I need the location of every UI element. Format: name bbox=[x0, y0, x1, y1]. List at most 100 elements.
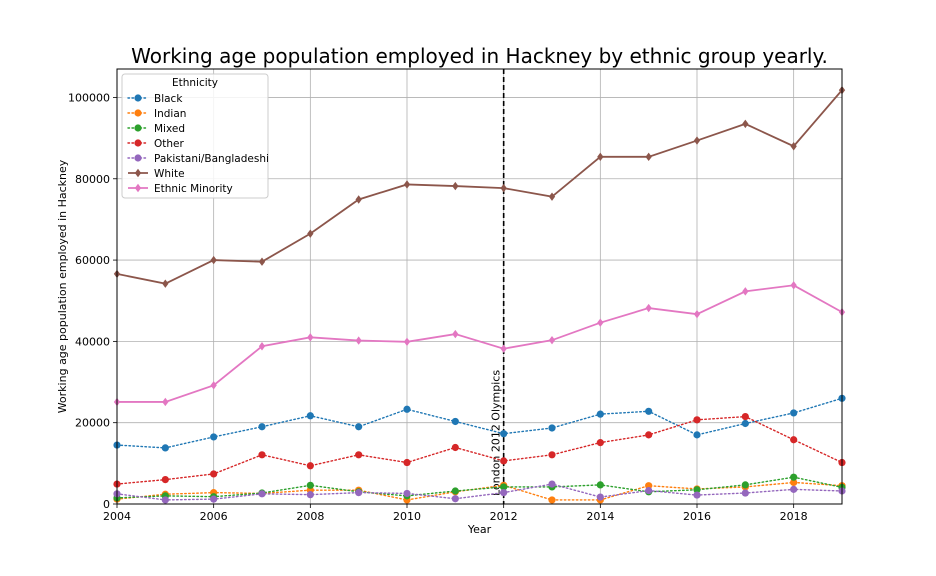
series-black bbox=[113, 394, 846, 452]
data-point-ethnic-minority bbox=[597, 318, 604, 327]
x-axis-label: Year bbox=[467, 523, 492, 536]
data-point-pakistani-bangladeshi bbox=[258, 490, 266, 498]
legend-marker bbox=[134, 168, 142, 178]
data-point-pakistani-bangladeshi bbox=[645, 486, 653, 495]
series-line-ethnic-minority bbox=[117, 284, 843, 403]
data-point-black bbox=[403, 405, 411, 413]
data-point-pakistani-bangladeshi bbox=[741, 489, 749, 497]
legend-marker bbox=[134, 124, 142, 132]
data-point-white bbox=[742, 119, 749, 129]
legend-label: Ethnic Minority bbox=[154, 183, 233, 195]
data-point-black bbox=[645, 407, 653, 415]
series-white bbox=[113, 85, 846, 288]
data-point-pakistani-bangladeshi bbox=[403, 489, 411, 498]
data-point-black bbox=[741, 419, 749, 428]
series-indian bbox=[113, 478, 846, 504]
data-point-white bbox=[645, 152, 652, 162]
legend: Ethnicity Black Indian Mixed Other Pakistani/… bbox=[121, 73, 269, 199]
legend-title: Ethnicity bbox=[172, 77, 218, 89]
chart-title: Working age population employed in Hackn… bbox=[131, 44, 828, 68]
data-point-other bbox=[355, 451, 363, 459]
olympics-annotation: London 2012 Olympics bbox=[490, 370, 503, 496]
data-point-other bbox=[548, 451, 556, 459]
data-point-ethnic-minority bbox=[307, 333, 314, 342]
data-point-black bbox=[355, 423, 363, 431]
plot-frame bbox=[116, 68, 843, 505]
data-point-pakistani-bangladeshi bbox=[548, 480, 556, 488]
data-point-other bbox=[645, 431, 653, 439]
legend-item-white: White bbox=[128, 168, 185, 180]
legend-item-pakistani-bangladeshi: Pakistani/Bangladeshi bbox=[127, 153, 269, 165]
series-other bbox=[113, 412, 846, 488]
data-point-pakistani-bangladeshi bbox=[500, 489, 508, 497]
series-line-mixed bbox=[116, 476, 843, 499]
data-point-indian bbox=[548, 496, 556, 504]
legend-label: Indian bbox=[154, 108, 186, 120]
data-point-mixed bbox=[790, 473, 798, 481]
data-point-indian bbox=[790, 478, 798, 487]
legend-marker bbox=[134, 183, 142, 193]
data-point-white bbox=[500, 183, 507, 193]
legend-marker bbox=[134, 139, 142, 147]
data-point-other bbox=[500, 457, 508, 465]
legend-label: Pakistani/Bangladeshi bbox=[154, 153, 269, 165]
data-point-pakistani-bangladeshi bbox=[306, 491, 314, 499]
data-point-ethnic-minority bbox=[645, 303, 652, 313]
data-point-other bbox=[210, 470, 218, 478]
series-pakistani-bangladeshi bbox=[113, 480, 846, 504]
data-point-black bbox=[790, 409, 798, 417]
data-point-pakistani-bangladeshi bbox=[355, 489, 363, 497]
data-point-other bbox=[790, 436, 798, 444]
data-point-mixed bbox=[451, 487, 459, 495]
data-point-ethnic-minority bbox=[162, 397, 169, 407]
data-point-white bbox=[403, 180, 411, 189]
data-point-white bbox=[452, 181, 459, 191]
data-point-mixed bbox=[306, 481, 314, 489]
x-tick-label: 2012 bbox=[490, 510, 518, 523]
y-tick-label: 0 bbox=[103, 498, 110, 511]
series-line-pakistani-bangladeshi bbox=[116, 483, 843, 501]
series-ethnic-minority bbox=[113, 281, 846, 407]
data-point-black bbox=[693, 431, 701, 439]
data-point-ethnic-minority bbox=[258, 342, 266, 351]
data-point-white bbox=[693, 136, 701, 145]
x-tick-label: 2018 bbox=[780, 510, 808, 523]
x-tick-label: 2016 bbox=[683, 510, 711, 523]
x-tick-label: 2008 bbox=[296, 510, 324, 523]
legend-item-mixed: Mixed bbox=[127, 123, 185, 135]
data-point-ethnic-minority bbox=[548, 335, 556, 345]
data-point-mixed bbox=[693, 486, 701, 494]
data-point-mixed bbox=[596, 481, 604, 489]
x-tick-label: 2004 bbox=[103, 510, 131, 523]
data-point-black bbox=[500, 430, 508, 438]
y-tick-label: 20000 bbox=[75, 417, 110, 430]
legend-item-ethnic-minority: Ethnic Minority bbox=[128, 183, 233, 195]
y-tick-label: 60000 bbox=[75, 254, 110, 267]
data-point-ethnic-minority bbox=[355, 336, 362, 345]
data-point-white bbox=[210, 255, 217, 265]
axes: 2004 2006 2008 2010 2012 2014 2016 2018 0 20000 40… bbox=[68, 91, 808, 523]
data-point-ethnic-minority bbox=[210, 381, 217, 390]
data-point-ethnic-minority bbox=[452, 329, 459, 339]
data-point-other bbox=[596, 439, 604, 447]
data-point-black bbox=[596, 410, 604, 418]
data-point-ethnic-minority bbox=[693, 309, 701, 319]
data-point-white bbox=[597, 152, 604, 162]
data-point-white bbox=[258, 257, 266, 266]
legend-label: Black bbox=[154, 93, 183, 105]
data-point-other bbox=[451, 443, 459, 452]
legend-marker bbox=[134, 109, 142, 117]
data-point-black bbox=[548, 424, 556, 432]
legend-marker bbox=[134, 94, 142, 102]
data-point-white bbox=[548, 192, 556, 201]
data-point-pakistani-bangladeshi bbox=[596, 493, 604, 501]
data-point-other bbox=[693, 416, 701, 424]
data-point-white bbox=[355, 195, 362, 204]
legend-marker bbox=[134, 154, 142, 162]
x-tick-label: 2010 bbox=[393, 510, 421, 523]
data-point-ethnic-minority bbox=[790, 281, 797, 290]
data-point-black bbox=[161, 444, 169, 452]
series-line-white bbox=[116, 89, 843, 285]
